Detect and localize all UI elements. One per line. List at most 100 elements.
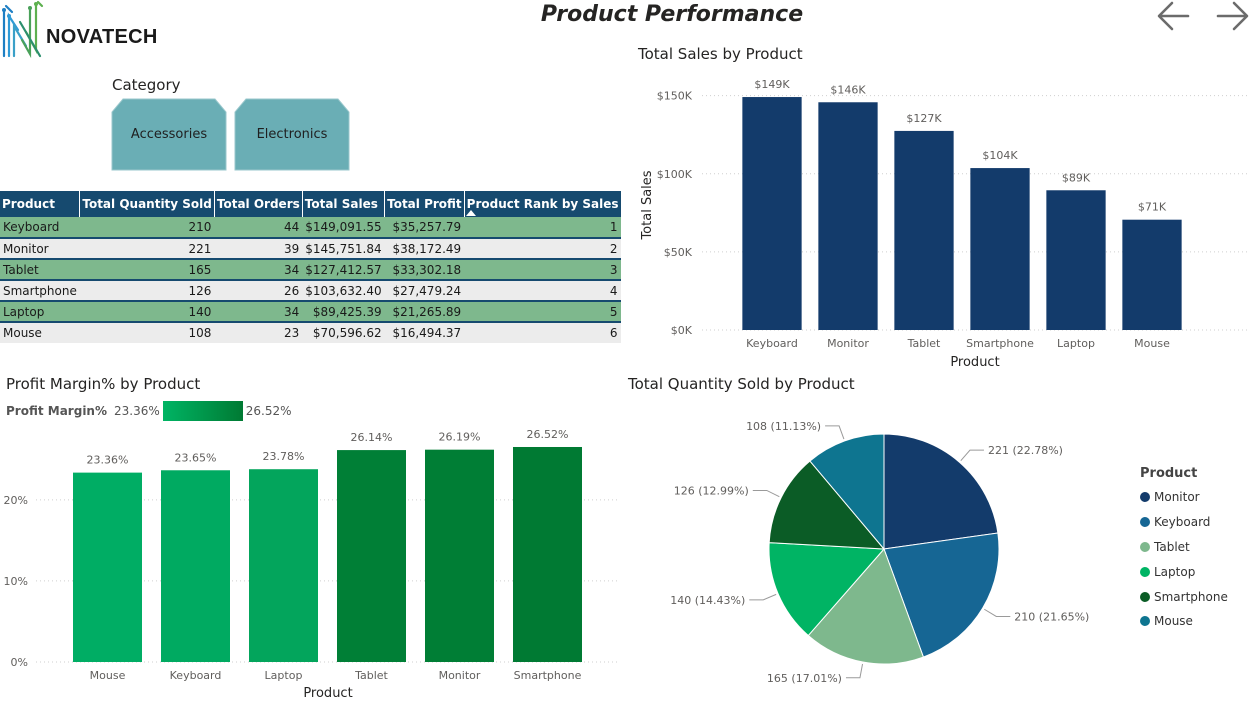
table-cell: 3 — [464, 259, 621, 280]
x-tick-label: Keyboard — [170, 669, 222, 682]
profit-margin-bar-chart[interactable]: 0% 10% 20% 23.36% Mouse 23.65% Keyboard 23.78% L… — [0, 430, 625, 702]
slicer-button-accessories[interactable]: Accessories — [111, 98, 227, 171]
table-row[interactable]: Smartphone 126 26 $103,632.40 $27,479.24… — [0, 280, 621, 301]
legend-item[interactable]: Mouse — [1140, 609, 1228, 634]
y-axis-title: Total Sales — [640, 170, 655, 240]
table-cell: 6 — [464, 322, 621, 343]
total-sales-bar-chart[interactable]: $0K $50K $100K $150K $149K Keyboard $146K Monit… — [630, 70, 1250, 370]
bar[interactable] — [818, 102, 878, 330]
x-tick-label: Smartphone — [966, 337, 1034, 350]
pie-legend: Product Monitor Keyboard Tablet Laptop Smart… — [1140, 466, 1228, 634]
back-button[interactable] — [1154, 0, 1194, 34]
y-tick-label: $50K — [664, 246, 693, 259]
pie-slice[interactable] — [809, 433, 885, 551]
legend-gradient-bar — [162, 401, 243, 421]
table-row[interactable]: Monitor 221 39 $145,751.84 $38,172.49 2 — [0, 238, 621, 259]
bar[interactable] — [970, 168, 1030, 330]
table-cell: 34 — [214, 259, 303, 280]
pie-slice[interactable] — [883, 532, 1000, 658]
pie-slice[interactable] — [883, 433, 999, 550]
data-label: $149K — [754, 78, 790, 91]
y-tick-label: $150K — [657, 90, 693, 103]
table-row[interactable]: Keyboard 210 44 $149,091.55 $35,257.79 1 — [0, 217, 621, 238]
forward-button[interactable] — [1214, 0, 1250, 34]
pie-slice[interactable] — [768, 460, 886, 550]
x-tick-label: Mouse — [90, 669, 126, 682]
data-label: 108 (11.13%) — [746, 420, 821, 433]
legend-item[interactable]: Laptop — [1140, 559, 1228, 584]
leader-line — [960, 449, 984, 462]
category-slicer-label: Category — [112, 76, 181, 94]
y-tick-label: $0K — [671, 324, 693, 337]
leader-line — [984, 608, 1011, 617]
column-header[interactable]: Total Orders — [214, 191, 303, 217]
bar[interactable] — [161, 470, 230, 662]
quantity-chart-title: Total Quantity Sold by Product — [628, 375, 855, 393]
y-tick-label: 20% — [4, 494, 28, 507]
table-cell: Smartphone — [0, 280, 80, 301]
bar[interactable] — [894, 130, 954, 330]
table-cell: $149,091.55 — [302, 217, 385, 238]
logo-text: NOVATECH — [46, 26, 158, 48]
legend-item[interactable]: Monitor — [1140, 485, 1228, 510]
data-label: 26.19% — [439, 431, 481, 444]
pie-slice[interactable] — [768, 542, 886, 637]
table-cell: 1 — [464, 217, 621, 238]
table-cell: 5 — [464, 301, 621, 322]
legend-max: 26.52% — [245, 404, 292, 418]
legend-title: Product — [1140, 466, 1198, 481]
data-label: 221 (22.78%) — [988, 444, 1063, 457]
table-row[interactable]: Mouse 108 23 $70,596.62 $16,494.37 6 — [0, 322, 621, 343]
table-cell: 221 — [79, 238, 215, 259]
column-header-sorted[interactable]: Product Rank by Sales — [464, 191, 621, 217]
legend-item[interactable]: Smartphone — [1140, 584, 1228, 609]
data-label: 210 (21.65%) — [1014, 610, 1089, 623]
arrow-left-icon — [1157, 1, 1190, 31]
table-cell: $103,632.40 — [302, 280, 385, 301]
data-label: 140 (14.43%) — [670, 594, 745, 607]
x-tick-label: Keyboard — [746, 337, 798, 350]
table-cell: 108 — [79, 322, 215, 343]
legend-label: Laptop — [1154, 564, 1196, 579]
legend-label: Keyboard — [1154, 515, 1211, 530]
pie-slice[interactable] — [807, 548, 925, 665]
leader-line — [749, 593, 777, 601]
margin-chart-title: Profit Margin% by Product — [6, 375, 201, 393]
bar[interactable] — [249, 469, 318, 662]
legend-dot-icon — [1140, 517, 1150, 528]
quantity-pie-chart[interactable]: 221 (22.78%) 210 (21.65%) 165 (17.01%) 140 … — [620, 400, 1120, 700]
slicer-button-electronics[interactable]: Electronics — [234, 98, 350, 171]
column-header[interactable]: Total Profit — [384, 191, 465, 217]
bar[interactable] — [425, 449, 494, 662]
table-row[interactable]: Tablet 165 34 $127,412.57 $33,302.18 3 — [0, 259, 621, 280]
novatech-logo — [0, 0, 170, 64]
legend-min: 23.36% — [114, 404, 160, 418]
circuit-logo-icon — [2, 0, 44, 59]
bar[interactable] — [513, 446, 582, 662]
data-label: 23.65% — [175, 451, 217, 464]
x-tick-label: Mouse — [1134, 337, 1170, 350]
arrow-right-icon — [1216, 1, 1249, 31]
table-cell: $35,257.79 — [384, 217, 465, 238]
page-title: Product Performance — [540, 2, 804, 27]
table-cell: $89,425.39 — [302, 301, 385, 322]
leader-line — [825, 425, 845, 440]
bar[interactable] — [742, 97, 802, 330]
bar[interactable] — [337, 450, 406, 662]
legend-dot-icon — [1140, 616, 1150, 627]
column-header[interactable]: Total Sales — [302, 191, 386, 217]
bar[interactable] — [1046, 190, 1106, 330]
legend-dot-icon — [1140, 591, 1150, 602]
bar[interactable] — [1122, 219, 1182, 330]
table-cell: $70,596.62 — [302, 322, 385, 343]
table-cell: Tablet — [0, 259, 80, 280]
legend-label: Smartphone — [1154, 589, 1228, 604]
y-tick-label: 10% — [4, 575, 28, 588]
table-row[interactable]: Laptop 140 34 $89,425.39 $21,265.89 5 — [0, 301, 621, 322]
bar[interactable] — [73, 472, 142, 662]
legend-item[interactable]: Keyboard — [1140, 510, 1228, 535]
column-header[interactable]: Product — [0, 191, 81, 217]
column-header[interactable]: Total Quantity Sold — [79, 191, 215, 217]
legend-label: Tablet — [1154, 539, 1190, 554]
legend-item[interactable]: Tablet — [1140, 535, 1228, 560]
